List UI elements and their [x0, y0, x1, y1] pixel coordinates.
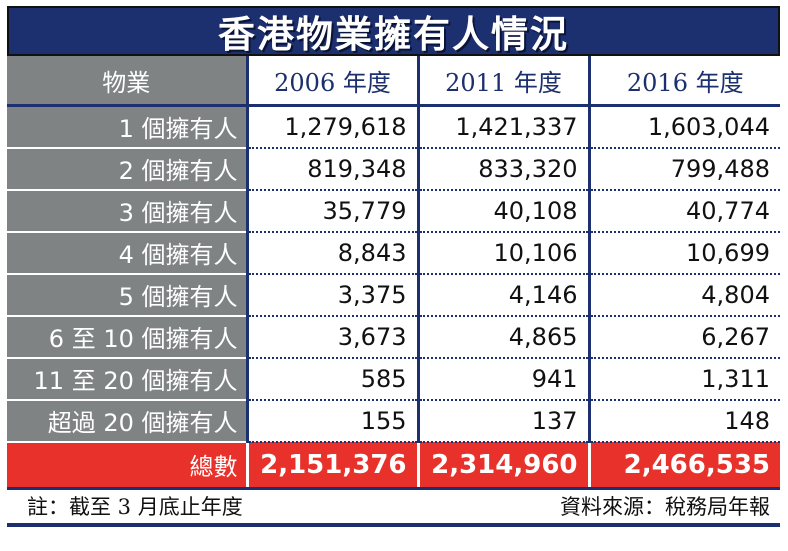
row-label: 4 個擁有人 [7, 231, 247, 275]
cell-value: 3,673 [245, 315, 418, 359]
cell-value: 4,146 [416, 273, 589, 317]
column-header: 2016 年度 [587, 56, 780, 107]
total-value: 2,314,960 [416, 441, 589, 487]
table-row: 1 個擁有人 1,279,618 1,421,337 1,603,044 [7, 105, 780, 149]
cell-value: 3,375 [245, 273, 418, 317]
header-row: 物業 2006 年度 2011 年度 2016 年度 [7, 56, 780, 107]
cell-value: 1,603,044 [587, 105, 780, 149]
footnote: 註：截至 3 月底止年度 [27, 495, 243, 519]
total-value: 2,151,376 [245, 441, 418, 487]
table-row: 2 個擁有人 819,348 833,320 799,488 [7, 147, 780, 191]
cell-value: 6,267 [587, 315, 780, 359]
chart-title: 香港物業擁有人情況 [218, 13, 569, 56]
cell-value: 1,421,337 [416, 105, 589, 149]
cell-value: 799,488 [587, 147, 780, 191]
row-label: 超過 20 個擁有人 [7, 399, 247, 443]
cell-value: 1,311 [587, 357, 780, 401]
cell-value: 137 [416, 399, 589, 443]
total-value: 2,466,535 [587, 441, 780, 487]
cell-value: 585 [245, 357, 418, 401]
row-label: 1 個擁有人 [7, 105, 247, 149]
table-row: 11 至 20 個擁有人 585 941 1,311 [7, 357, 780, 401]
row-label: 3 個擁有人 [7, 189, 247, 233]
cell-value: 833,320 [416, 147, 589, 191]
table-row: 5 個擁有人 3,375 4,146 4,804 [7, 273, 780, 317]
cell-value: 40,108 [416, 189, 589, 233]
ownership-table-figure: 香港物業擁有人情況 物業 2006 年度 2011 年度 2016 年度 1 個… [7, 6, 780, 527]
row-label: 11 至 20 個擁有人 [7, 357, 247, 401]
column-header: 2011 年度 [416, 56, 589, 107]
table-row: 3 個擁有人 35,779 40,108 40,774 [7, 189, 780, 233]
table-row: 4 個擁有人 8,843 10,106 10,699 [7, 231, 780, 275]
cell-value: 10,699 [587, 231, 780, 275]
cell-value: 35,779 [245, 189, 418, 233]
total-row: 總數 2,151,376 2,314,960 2,466,535 [7, 441, 780, 487]
cell-value: 10,106 [416, 231, 589, 275]
cell-value: 941 [416, 357, 589, 401]
column-header: 物業 [7, 56, 247, 107]
column-header: 2006 年度 [245, 56, 418, 107]
title-bar: 香港物業擁有人情況 [7, 6, 780, 56]
cell-value: 4,804 [587, 273, 780, 317]
source-note: 資料來源：稅務局年報 [560, 495, 770, 519]
footer: 註：截至 3 月底止年度 資料來源：稅務局年報 [7, 486, 780, 527]
data-table: 物業 2006 年度 2011 年度 2016 年度 1 個擁有人 1,279,… [7, 56, 780, 487]
cell-value: 40,774 [587, 189, 780, 233]
cell-value: 819,348 [245, 147, 418, 191]
cell-value: 1,279,618 [245, 105, 418, 149]
row-label: 6 至 10 個擁有人 [7, 315, 247, 359]
cell-value: 4,865 [416, 315, 589, 359]
cell-value: 148 [587, 399, 780, 443]
table-row: 6 至 10 個擁有人 3,673 4,865 6,267 [7, 315, 780, 359]
cell-value: 8,843 [245, 231, 418, 275]
row-label: 2 個擁有人 [7, 147, 247, 191]
row-label: 5 個擁有人 [7, 273, 247, 317]
total-label: 總數 [7, 441, 247, 487]
cell-value: 155 [245, 399, 418, 443]
table-row: 超過 20 個擁有人 155 137 148 [7, 399, 780, 443]
